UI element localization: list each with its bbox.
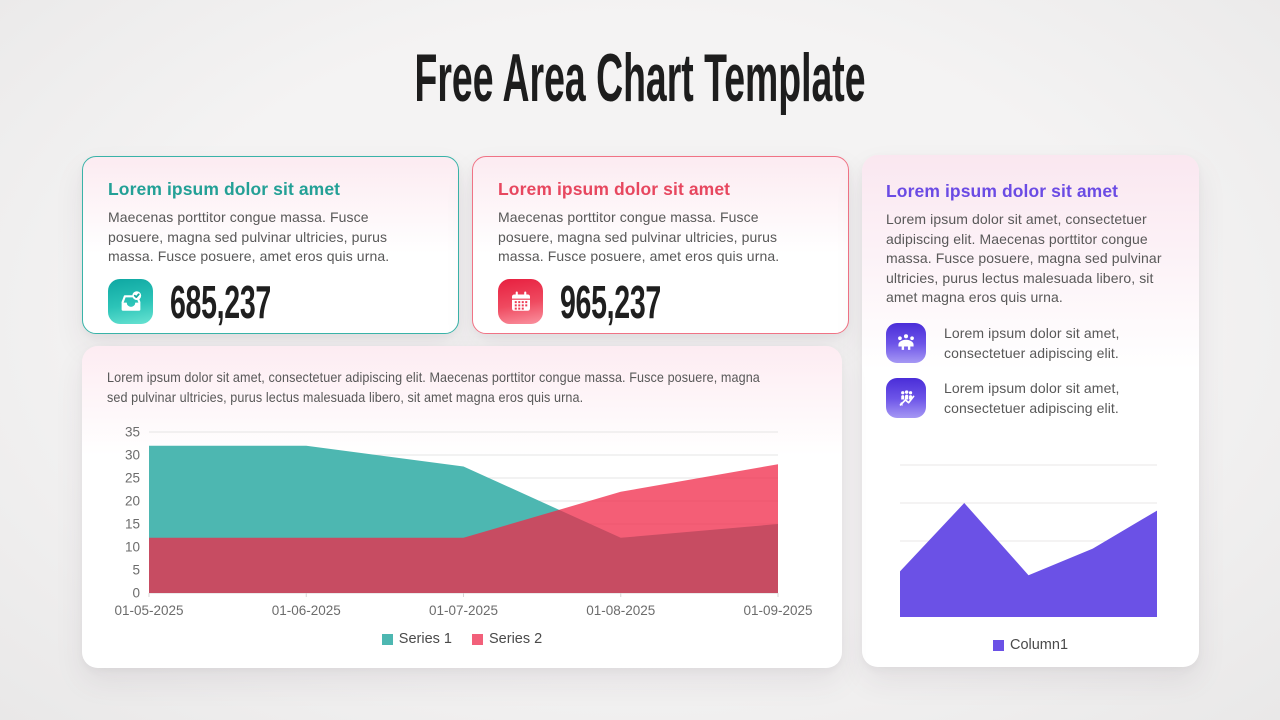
legend-item-series2: Series 2	[472, 631, 542, 647]
page-title: Free Area Chart Template	[414, 40, 866, 116]
svg-text:01-05-2025: 01-05-2025	[114, 603, 183, 618]
stat-card-2-heading: Lorem ipsum dolor sit amet	[498, 179, 731, 199]
svg-text:15: 15	[125, 517, 140, 532]
legend-swatch-series1	[381, 633, 393, 645]
svg-text:01-08-2025: 01-08-2025	[586, 603, 655, 618]
feature-2-text: Lorem ipsum dolor sit amet, consectetuer…	[944, 379, 1120, 416]
svg-text:35: 35	[125, 425, 140, 440]
feature-1-text: Lorem ipsum dolor sit amet, consectetuer…	[944, 324, 1120, 361]
legend-label-column1: Column1	[1009, 637, 1069, 653]
chart-card: Lorem ipsum dolor sit amet, consectetuer…	[82, 346, 842, 668]
svg-text:0: 0	[132, 586, 140, 601]
mini-chart-legend: Column1	[862, 637, 1199, 653]
mini-area-chart	[900, 464, 1157, 617]
info-card-body: Lorem ipsum dolor sit amet, consectetuer…	[886, 211, 1162, 305]
legend-item-column1: Column1	[992, 637, 1069, 653]
svg-text:20: 20	[125, 494, 140, 509]
svg-text:01-09-2025: 01-09-2025	[743, 603, 812, 618]
main-area-chart: 0 5 10 15 20 25 30 35 01-05-2025 01-06-2025 01-07-…	[114, 425, 812, 619]
stat-card-2: Lorem ipsum dolor sit amet Maecenas port…	[472, 156, 849, 334]
stat-card-1-body: Maecenas porttitor congue massa. Fusce p…	[108, 209, 390, 264]
info-card-heading: Lorem ipsum dolor sit amet	[886, 181, 1119, 201]
stat-card-1-heading: Lorem ipsum dolor sit amet	[108, 179, 341, 199]
legend-label-series1: Series 1	[398, 631, 452, 647]
stat-card-2-value-row: 965,237	[498, 279, 823, 325]
stat-card-1-value: 685,237	[170, 275, 271, 328]
svg-text:30: 30	[125, 448, 140, 463]
feature-row-1: Lorem ipsum dolor sit amet, consectetuer…	[886, 322, 1175, 363]
chart-card-description: Lorem ipsum dolor sit amet, consectetuer…	[107, 369, 760, 405]
svg-text:10: 10	[125, 540, 140, 555]
legend-swatch-series2	[472, 633, 483, 645]
title-area: Free Area Chart Template	[0, 44, 1280, 112]
team-growth-icon	[886, 377, 926, 418]
stat-card-2-body: Maecenas porttitor congue massa. Fusce p…	[498, 209, 780, 264]
main-chart-legend: Series 1 Series 2	[107, 631, 817, 647]
calendar-icon	[498, 279, 543, 324]
legend-item-series1: Series 1	[381, 631, 452, 647]
legend-label-series2: Series 2	[489, 631, 543, 647]
info-card: Lorem ipsum dolor sit amet Lorem ipsum d…	[862, 155, 1199, 667]
legend-swatch-column1	[992, 639, 1004, 651]
inbox-check-icon	[108, 279, 153, 324]
svg-text:01-06-2025: 01-06-2025	[272, 603, 341, 618]
stat-card-2-value: 965,237	[560, 275, 661, 328]
svg-text:5: 5	[132, 563, 140, 578]
svg-text:25: 25	[125, 471, 140, 486]
meeting-icon	[886, 322, 926, 363]
stat-card-1: Lorem ipsum dolor sit amet Maecenas port…	[82, 156, 459, 334]
svg-text:01-07-2025: 01-07-2025	[429, 603, 498, 618]
stat-card-1-value-row: 685,237	[108, 279, 433, 325]
feature-row-2: Lorem ipsum dolor sit amet, consectetuer…	[886, 377, 1175, 418]
